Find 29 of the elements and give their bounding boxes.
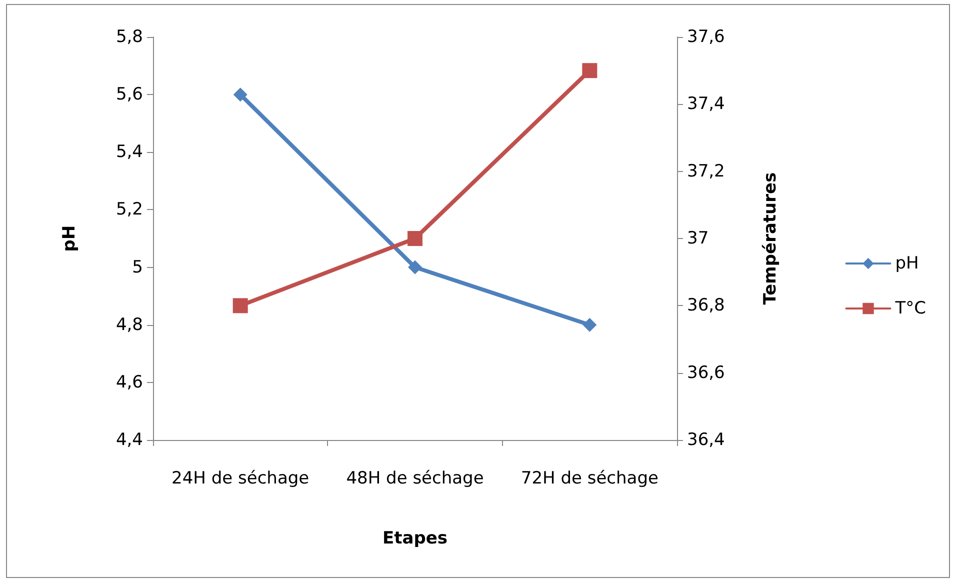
y-tick-label: 5,6 [116,84,143,105]
y2-tick-label: 37,6 [687,27,725,47]
x-axis-title: Etapes [382,528,448,548]
y-tick-label: 4,8 [116,314,143,335]
y2-tick-label: 37,2 [687,161,725,182]
y2-axis-title: Températures [760,172,780,305]
x-tick-label: 72H de séchage [520,468,658,488]
y2-tick-label: 36,6 [687,362,725,383]
y2-tick-label: 36,8 [687,296,725,316]
point [233,88,248,102]
y2-tick-label: 36,4 [687,430,725,450]
y-tick-label: 5 [132,257,143,278]
y-tick-label: 5,2 [116,200,143,220]
point [408,231,422,246]
y2-tick-label: 37 [687,228,709,248]
y-axis-title: pH [60,225,80,252]
y-tick-label: 5,4 [116,142,143,162]
x-tick-label: 48H de séchage [346,468,484,488]
y2-tick-label: 37,4 [687,94,725,114]
x-tick-label: 24H de séchage [172,468,310,488]
y-tick-label: 4,4 [116,430,143,450]
legend-label: pH [895,254,919,274]
legend-label: T°C [894,298,926,318]
point [408,260,422,274]
y-tick-label: 4,6 [116,372,143,392]
point [232,298,248,314]
point [582,63,598,78]
y-tick-label: 5,8 [116,27,143,47]
point [582,318,597,332]
